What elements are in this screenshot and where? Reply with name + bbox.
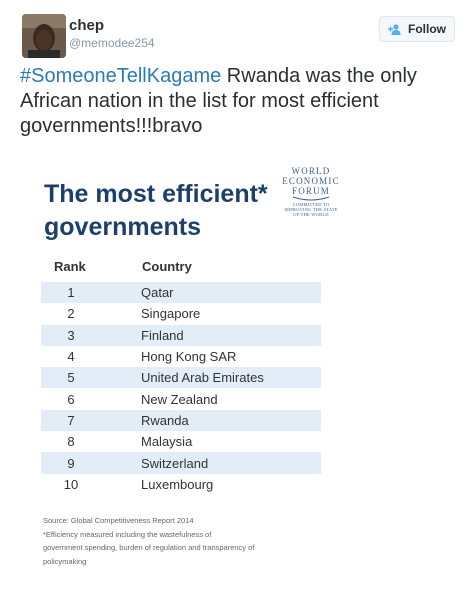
rank-cell: 3 — [67, 327, 75, 343]
avatar[interactable] — [22, 14, 66, 58]
table-row: 2 Singapore — [41, 303, 321, 324]
country-cell: United Arab Emirates — [141, 370, 264, 386]
country-cell: Switzerland — [141, 455, 209, 471]
country-cell: Hong Kong SAR — [141, 349, 237, 365]
table-row: 7 Rwanda — [41, 409, 321, 432]
username[interactable]: chep — [69, 17, 105, 34]
rank-cell: 1 — [67, 285, 75, 301]
follow-button[interactable]: Follow — [379, 16, 455, 42]
follow-label: Follow — [408, 22, 446, 36]
rank-cell: 10 — [63, 476, 79, 492]
tweet-image[interactable]: WORLD ECONOMIC FORUM COMMITTED TO IMPROV… — [25, 160, 345, 592]
country-cell: Qatar — [141, 285, 174, 301]
card-title: The most efficient* governments — [44, 180, 268, 241]
column-header-rank: Rank — [54, 259, 86, 274]
wef-arc-icon — [292, 196, 330, 201]
country-cell: Luxembourg — [141, 476, 214, 492]
table-row: 6 New Zealand — [41, 388, 321, 409]
rank-cell: 8 — [67, 434, 75, 450]
table-row: 10 Luxembourg — [41, 474, 321, 495]
tweet-body: Rwanda was the only African nation in th… — [20, 65, 417, 137]
source-footnote: Source: Global Competitiveness Report 20… — [43, 516, 255, 566]
rank-cell: 2 — [67, 306, 75, 322]
table-row: 4 Hong Kong SAR — [41, 346, 321, 367]
country-cell: Rwanda — [141, 412, 189, 428]
rank-cell: 6 — [67, 391, 75, 407]
table-row: 8 Malaysia — [41, 431, 321, 452]
rank-cell: 9 — [67, 455, 75, 471]
table-row: 1 Qatar — [41, 282, 321, 304]
column-header-country: Country — [142, 259, 192, 274]
rank-cell: 5 — [67, 370, 75, 386]
country-cell: New Zealand — [141, 391, 218, 407]
country-cell: Malaysia — [141, 434, 193, 450]
tweet-text: #SomeoneTellKagame Rwanda was the only A… — [20, 64, 450, 139]
country-cell: Singapore — [141, 306, 201, 322]
rank-cell: 7 — [67, 412, 75, 428]
hashtag-link[interactable]: #SomeoneTellKagame — [20, 65, 222, 87]
table-row: 9 Switzerland — [41, 452, 321, 474]
table-row: 5 United Arab Emirates — [41, 367, 321, 389]
table-row: 3 Finland — [41, 324, 321, 346]
add-user-icon — [388, 23, 402, 35]
rank-cell: 4 — [67, 349, 75, 365]
ranking-table: 1 Qatar 2 Singapore 3 Finland 4 Hong Kong SA… — [41, 282, 321, 495]
user-handle[interactable]: @memodee254 — [69, 36, 155, 50]
country-cell: Finland — [141, 327, 184, 343]
wef-logo: WORLD ECONOMIC FORUM COMMITTED TO IMPROV… — [282, 166, 340, 217]
